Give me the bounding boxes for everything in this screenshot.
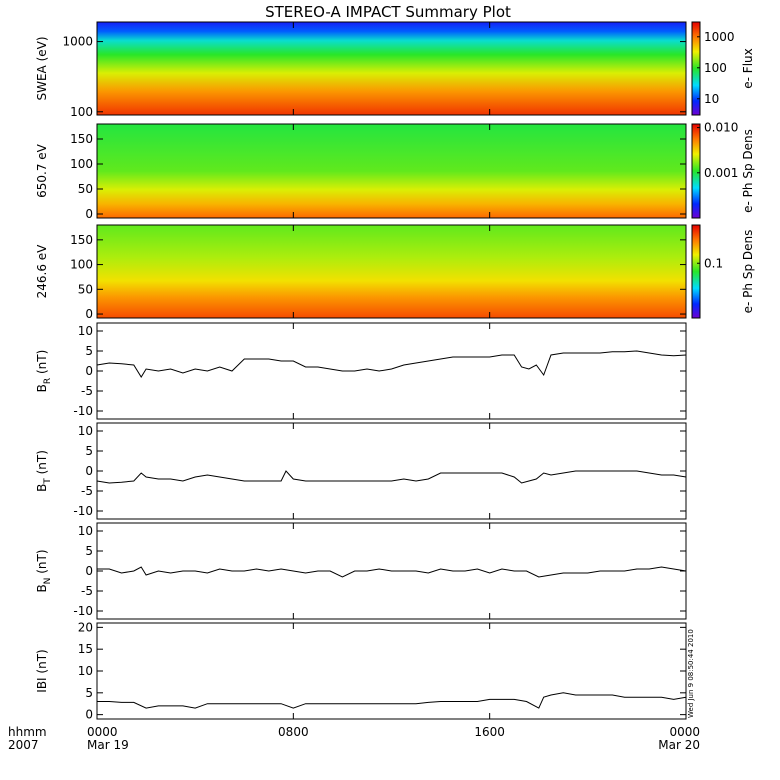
generation-timestamp: Wed Jun 9 08:50:44 2010 <box>687 629 695 718</box>
y-tick-label: 10 <box>78 424 93 438</box>
panel-frame <box>96 123 687 219</box>
line-panel: 0 5 10 15 20 IBI (nT) <box>35 620 687 722</box>
y-tick-label: 100 <box>70 157 93 171</box>
x-axis-row2-label: 2007 <box>8 738 39 752</box>
y-tick-label: 100 <box>70 105 93 119</box>
colorbar-tick-label: 10 <box>704 92 719 106</box>
panel-frame <box>96 622 687 720</box>
y-tick-label: -5 <box>81 584 93 598</box>
panel-frame <box>96 224 687 319</box>
y-tick-label: 100 <box>70 258 93 272</box>
y-tick-label: 0 <box>85 207 93 221</box>
y-tick-label: 20 <box>78 620 93 634</box>
y-axis-label: BR (nT) <box>35 350 53 393</box>
colorbar-label: e- Ph Sp Dens <box>741 129 755 213</box>
x-tick-date-label: Mar 20 <box>658 738 700 752</box>
panel-frame <box>96 21 687 116</box>
y-axis-label: IBI (nT) <box>35 649 49 692</box>
colorbar-tick-label: 0.001 <box>704 166 738 180</box>
x-axis-row1-label: hhmm <box>8 725 47 739</box>
y-axis-label: 246.6 eV <box>35 244 49 299</box>
y-tick-label: 10 <box>78 324 93 338</box>
panel-frame <box>96 322 687 420</box>
y-tick-label: 0 <box>85 708 93 722</box>
y-tick-label: 10 <box>78 664 93 678</box>
y-tick-label: 0 <box>85 564 93 578</box>
y-axis-label: BT (nT) <box>35 450 53 492</box>
spectrogram-image <box>97 22 686 115</box>
y-tick-label: 50 <box>78 282 93 296</box>
x-tick-label: 1600 <box>474 725 505 739</box>
y-tick-label: 1000 <box>62 35 93 49</box>
colorbar-tick-label: 0.010 <box>704 121 738 135</box>
y-tick-label: -10 <box>73 404 93 418</box>
y-tick-label: -5 <box>81 384 93 398</box>
series-line <box>96 470 687 484</box>
spectrogram-panel: 0 50 100 150 246.6 eV 0.1 e- Ph Sp Dens <box>35 224 755 321</box>
y-tick-label: -10 <box>73 504 93 518</box>
y-tick-label: 5 <box>85 544 93 558</box>
y-tick-label: 0 <box>85 307 93 321</box>
series-line <box>97 566 687 578</box>
line-panel: -10 -5 0 5 10 BN (nT) <box>35 522 687 620</box>
colorbar-tick-label: 1000 <box>704 30 735 44</box>
y-tick-label: 10 <box>78 524 93 538</box>
colorbar-tick-label: 0.1 <box>704 256 723 270</box>
figure-title: STEREO-A IMPACT Summary Plot <box>265 3 511 21</box>
y-tick-label: 0 <box>85 464 93 478</box>
y-tick-label: 150 <box>70 132 93 146</box>
y-tick-label: -5 <box>81 484 93 498</box>
y-tick-label: 15 <box>78 642 93 656</box>
spectrogram-panel: 100 1000 SWEA (eV) 10 100 1000 e- Flux <box>35 21 755 119</box>
x-tick-label: 0000 <box>669 725 700 739</box>
spectrogram-image <box>97 124 686 218</box>
y-axis-label: BN (nT) <box>35 549 53 592</box>
colorbar <box>691 21 701 116</box>
spectrogram-image <box>97 225 686 318</box>
colorbar <box>691 224 701 319</box>
y-tick-label: -10 <box>73 604 93 618</box>
x-tick-date-label: Mar 19 <box>87 738 129 752</box>
series-line <box>96 350 687 378</box>
y-axis-label: 650.7 eV <box>35 143 49 198</box>
line-panel: -10 -5 0 5 10 BT (nT) <box>35 422 687 520</box>
colorbar <box>691 123 701 219</box>
y-tick-label: 50 <box>78 182 93 196</box>
line-panel: -10 -5 0 5 10 BR (nT) <box>35 322 687 420</box>
y-axis-label: SWEA (eV) <box>35 36 49 100</box>
y-tick-label: 0 <box>85 364 93 378</box>
y-tick-label: 150 <box>70 233 93 247</box>
y-tick-label: 5 <box>85 444 93 458</box>
colorbar-tick-label: 100 <box>704 61 727 75</box>
x-tick-label: 0000 <box>87 725 118 739</box>
colorbar-label: e- Ph Sp Dens <box>741 230 755 314</box>
x-tick-label: 0800 <box>278 725 309 739</box>
y-tick-label: 5 <box>85 686 93 700</box>
series-line <box>97 692 687 709</box>
colorbar-label: e- Flux <box>741 48 755 88</box>
y-tick-label: 5 <box>85 344 93 358</box>
